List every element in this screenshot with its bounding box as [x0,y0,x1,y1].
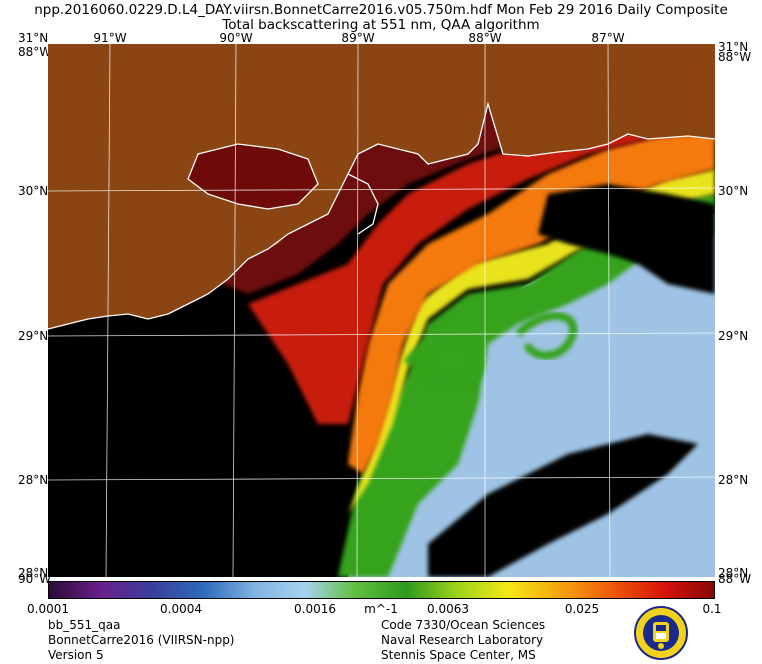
lon-label-90w: 90°W [219,31,253,45]
footer-org-name: Naval Research Laboratory [381,633,544,647]
lon-label-87w: 87°W [591,31,625,45]
satellite-map[interactable] [48,44,715,577]
colorbar-label-3: 0.0063 [427,602,469,616]
colorbar [48,581,715,599]
lat-label-left-28n: 28°N [18,473,49,487]
lake-pontchartrain [188,144,318,209]
lon-label-89w: 89°W [341,31,375,45]
corner-lat-top-right: 31°N [718,40,749,54]
colorbar-label-2: 0.0016 [294,602,336,616]
darkred-coastal [168,84,715,294]
cloud-patch-east [538,184,715,294]
nrl-seal-logo [634,606,688,660]
colorbar-label-1: 0.0004 [160,602,202,616]
edge-lon-bottom-left: 90°W [18,572,52,586]
red-coastal-band [248,109,715,424]
green-plume [338,194,715,577]
land-area [48,44,715,329]
lat-label-right-29n: 29°N [718,329,749,343]
green-swirl-2 [515,312,578,360]
edge-lon-bottom-right: 88°W [718,572,752,586]
cloud-patch-south [428,434,698,577]
map-title-line1: npp.2016060.0229.D.L4_DAY.viirsn.BonnetC… [34,2,728,18]
colorbar-units: m^-1 [364,602,398,616]
lat-label-right-28n: 28°N [718,473,749,487]
corner-lat-bottom-left: 28°N [18,566,49,580]
lat-label-left-30n: 30°N [18,184,49,198]
orange-plume [348,129,715,474]
map-title-line2: Total backscattering at 551 nm, QAA algo… [222,17,540,33]
colorbar-label-4: 0.025 [564,602,600,616]
colorbar-label-0: 0.0001 [27,602,69,616]
footer-version: Version 5 [48,648,104,662]
colorbar-label-5: 0.1 [702,602,722,616]
lat-label-right-30n: 30°N [718,184,749,198]
green-swirl [403,331,485,390]
lat-label-left-29n: 29°N [18,329,49,343]
lon-label-91w: 91°W [93,31,127,45]
edge-lon-top-right: 88°W [718,50,752,64]
footer-region: BonnetCarre2016 (VIIRSN-npp) [48,633,235,647]
footer-org-location: Stennis Space Center, MS [381,648,536,662]
footer-product-name: bb_551_qaa [48,618,121,632]
footer-org-code: Code 7330/Ocean Sciences [381,618,546,632]
corner-lat-bottom-right: 28°N [718,566,749,580]
corner-lat-top-left: 31°N [18,31,49,45]
lon-label-88w: 88°W [468,31,502,45]
edge-lon-top-left: 88°W [18,45,52,59]
graticule [48,44,715,577]
